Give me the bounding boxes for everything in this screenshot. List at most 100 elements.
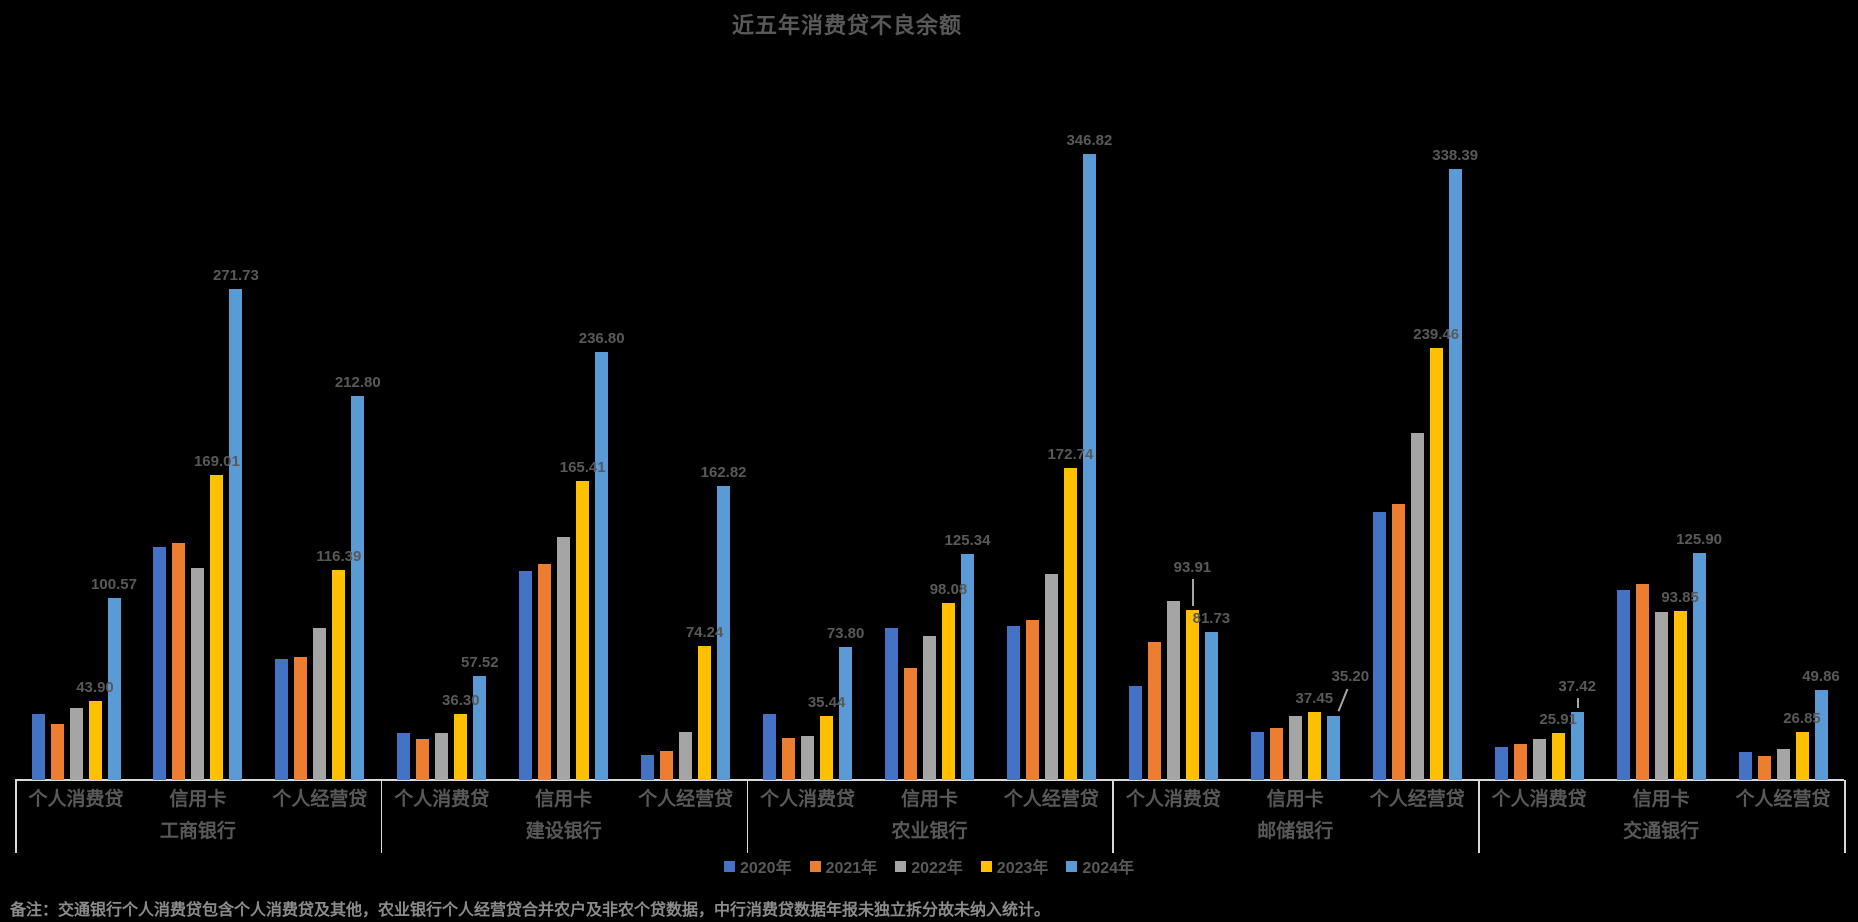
bar-b1-c0-s1 xyxy=(416,739,430,780)
bar-b3-c0-s2 xyxy=(1166,601,1180,780)
bar-b3-c1-s1 xyxy=(1269,728,1283,780)
legend: 2020年 2021年 2022年 2023年 2024年 xyxy=(723,854,1134,878)
category-label: 信用卡 xyxy=(535,789,593,810)
bar-value-label: 74.24 xyxy=(685,623,724,641)
bar-b0-c2-s1 xyxy=(294,656,308,780)
bar-b1-c2-s4 xyxy=(717,485,731,780)
bar-b4-c2-s1 xyxy=(1757,756,1771,780)
bar-b3-c2-s1 xyxy=(1391,503,1405,780)
bar-b3-c0-s3 xyxy=(1185,610,1199,780)
bar-b1-c1-s4 xyxy=(595,352,609,780)
axis-group-divider xyxy=(15,780,17,853)
bar-b4-c1-s2 xyxy=(1654,612,1668,780)
bar-value-label: 43.90 xyxy=(76,678,114,696)
bar-b4-c1-s4 xyxy=(1692,552,1706,780)
bar-b3-c2-s0 xyxy=(1372,512,1386,780)
bar-b1-c0-s4 xyxy=(473,676,487,780)
legend-swatch-icon xyxy=(980,860,992,872)
bar-b3-c0-s4 xyxy=(1204,632,1218,780)
bar-b1-c0-s0 xyxy=(397,732,411,780)
bar-b2-c0-s1 xyxy=(782,738,796,780)
bar-value-label: 49.86 xyxy=(1802,668,1840,685)
category-label: 个人消费贷 xyxy=(394,789,490,810)
bar-b0-c1-s2 xyxy=(191,568,205,780)
bar-b1-c0-s2 xyxy=(435,732,449,780)
bar-value-label: 125.90 xyxy=(1676,530,1723,548)
bar-value-label: 93.91 xyxy=(1173,559,1212,577)
bar-b3-c1-s0 xyxy=(1250,732,1264,780)
bar-value-label: 116.39 xyxy=(316,547,362,565)
bar-b3-c1-s2 xyxy=(1288,715,1302,780)
bar-value-label: 162.82 xyxy=(700,463,747,481)
bar-b1-c1-s0 xyxy=(519,571,533,780)
bar-b0-c0-s4 xyxy=(107,598,121,780)
category-label: 个人消费贷 xyxy=(1491,789,1587,810)
bar-value-label: 93.85 xyxy=(1661,588,1699,606)
category-label: 信用卡 xyxy=(169,789,227,810)
bar-b0-c1-s1 xyxy=(172,542,186,780)
bar-b3-c2-s4 xyxy=(1448,168,1462,780)
bar-b4-c0-s2 xyxy=(1532,738,1546,780)
bar-value-label: 73.80 xyxy=(826,624,865,642)
bar-b1-c2-s3 xyxy=(698,645,712,780)
bar-b2-c1-s2 xyxy=(923,636,936,780)
bar-value-label: 346.82 xyxy=(1066,131,1113,149)
bar-b0-c0-s1 xyxy=(50,724,64,780)
label-leader-line xyxy=(1577,698,1579,709)
category-label: 信用卡 xyxy=(900,789,958,810)
category-label: 个人经营贷 xyxy=(1003,789,1099,810)
bar-b3-c1-s4 xyxy=(1326,716,1340,780)
bar-b3-c0-s1 xyxy=(1147,642,1161,780)
bar-b4-c2-s3 xyxy=(1795,731,1809,780)
bar-value-label: 35.44 xyxy=(807,694,846,711)
label-leader-line xyxy=(1192,579,1194,607)
bar-value-label: 239.46 xyxy=(1413,325,1460,343)
bar-b2-c2-s2 xyxy=(1044,574,1058,780)
bar-b4-c2-s4 xyxy=(1814,690,1828,780)
bar-b2-c1-s1 xyxy=(904,668,917,780)
bar-value-label: 36.30 xyxy=(442,692,480,710)
legend-swatch-icon xyxy=(723,860,735,872)
bar-b4-c0-s3 xyxy=(1551,733,1565,780)
bank-label: 农业银行 xyxy=(891,821,968,842)
bar-value-label: 100.57 xyxy=(91,576,137,594)
bar-b3-c0-s0 xyxy=(1128,685,1142,780)
category-label: 信用卡 xyxy=(1632,789,1690,810)
legend-item-2023: 2023年 xyxy=(980,854,1048,878)
bar-b3-c2-s3 xyxy=(1429,347,1443,780)
category-label: 个人消费贷 xyxy=(28,789,124,810)
axis-group-divider xyxy=(746,780,749,853)
bar-b1-c1-s1 xyxy=(538,563,552,780)
bar-value-label: 165.41 xyxy=(559,459,606,477)
legend-swatch-icon xyxy=(809,860,821,872)
bar-b2-c0-s3 xyxy=(820,716,834,780)
bar-b4-c2-s2 xyxy=(1776,749,1790,780)
bar-b1-c2-s0 xyxy=(641,754,655,780)
axis-group-divider xyxy=(1478,780,1480,853)
axis-group-divider xyxy=(1844,780,1846,853)
bar-value-label: 81.73 xyxy=(1192,610,1231,628)
bar-b2-c0-s0 xyxy=(763,714,777,780)
bar-b4-c0-s1 xyxy=(1513,744,1527,780)
bar-b4-c0-s0 xyxy=(1494,747,1508,780)
category-label: 个人消费贷 xyxy=(760,789,856,810)
bar-b2-c2-s4 xyxy=(1082,153,1096,780)
bar-b4-c0-s4 xyxy=(1570,712,1584,780)
bank-label: 建设银行 xyxy=(525,821,602,842)
bar-value-label: 35.20 xyxy=(1331,668,1370,686)
bank-label: 工商银行 xyxy=(159,821,236,842)
legend-label: 2024年 xyxy=(1082,860,1135,877)
bar-value-label: 125.34 xyxy=(944,531,991,549)
bar-b0-c0-s0 xyxy=(31,714,45,780)
legend-item-2024: 2024年 xyxy=(1066,854,1134,878)
category-label: 个人消费贷 xyxy=(1125,789,1221,810)
bar-b1-c1-s2 xyxy=(557,537,571,780)
x-axis-line xyxy=(15,779,1844,781)
bank-label: 邮储银行 xyxy=(1257,821,1334,842)
bar-b0-c0-s2 xyxy=(69,707,83,780)
legend-item-2021: 2021年 xyxy=(809,854,877,878)
bar-b4-c1-s0 xyxy=(1616,589,1630,780)
bar-b1-c1-s3 xyxy=(576,481,590,780)
chart-title: 近五年消费贷不良余额 xyxy=(731,13,962,38)
